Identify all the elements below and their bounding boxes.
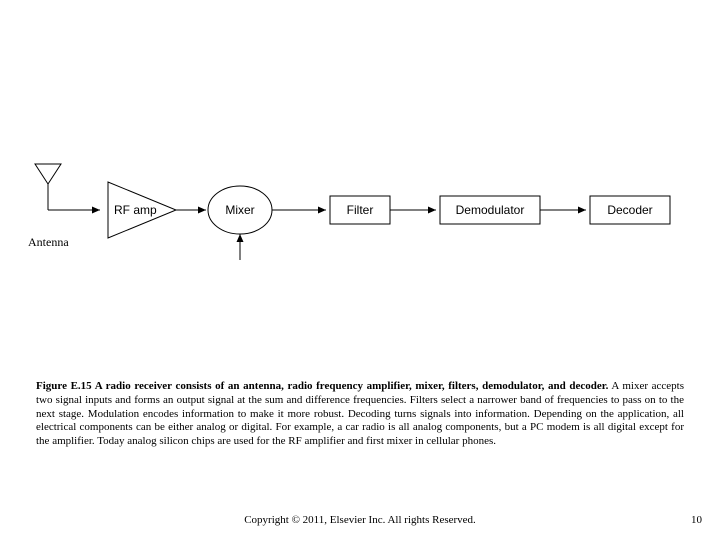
figure-caption: Figure E.15 A radio receiver consists of… — [36, 380, 684, 449]
caption-lead: Figure E.15 A radio receiver consists of… — [36, 380, 608, 392]
copyright-line: Copyright © 2011, Elsevier Inc. All righ… — [0, 514, 720, 526]
mixer-label: Mixer — [225, 203, 254, 217]
page-number: 10 — [691, 514, 702, 526]
decoder-label: Decoder — [607, 203, 652, 217]
receiver-diagram: Antenna RF amp Mixer Filter Demodulator Decod… — [0, 150, 720, 290]
demodulator-label: Demodulator — [456, 203, 525, 217]
filter-label: Filter — [347, 203, 374, 217]
antenna-label: Antenna — [28, 235, 69, 249]
rfamp-label: RF amp — [114, 203, 157, 217]
